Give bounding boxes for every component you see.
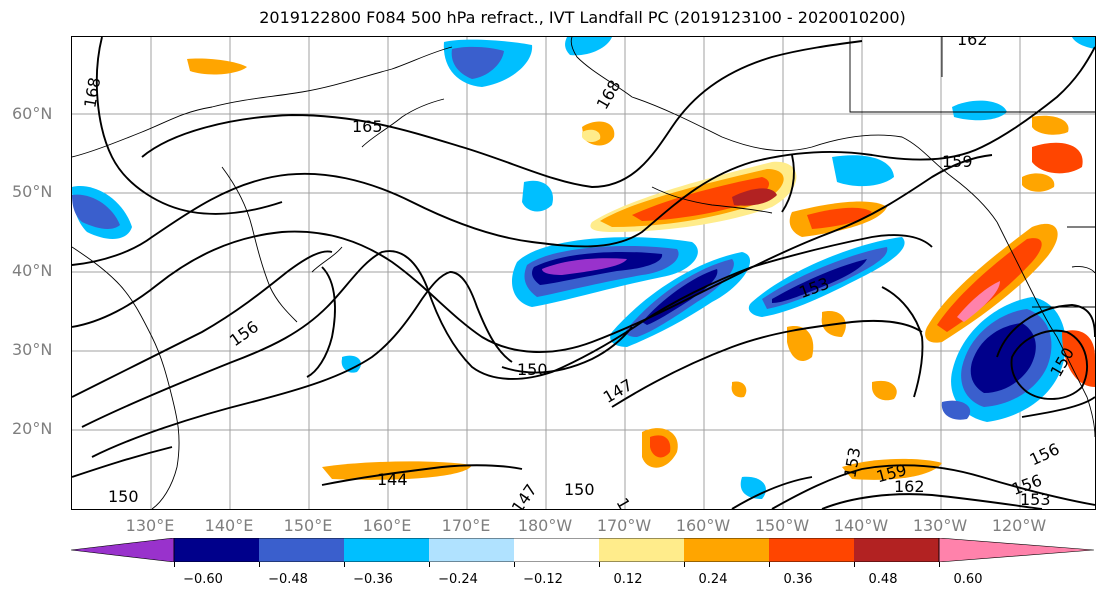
coast-japan: [221, 166, 298, 323]
contour-label: 162: [894, 477, 925, 496]
colorbar-bin: [344, 538, 429, 562]
lon-label-150w: 150°W: [754, 516, 810, 535]
lon-label-170e: 170°E: [441, 516, 491, 535]
colorbar-tick-label: −0.36: [353, 572, 393, 587]
colorbar-bin: [259, 538, 344, 562]
lon-label-160w: 160°W: [675, 516, 731, 535]
map-title: 2019122800 F084 500 hPa refract., IVT La…: [259, 8, 906, 27]
contour-coast-low: [1010, 329, 1088, 400]
coast-north-america: [996, 221, 1095, 438]
lon-label-140w: 140°W: [833, 516, 889, 535]
map-panel: 168 165 168 162 159 156 153 150 147 144 …: [71, 36, 1096, 510]
colorbar-tick-label: −0.60: [183, 572, 223, 587]
lat-label-40n: 40°N: [12, 261, 53, 280]
coast-kamchatka: [361, 98, 445, 148]
colorbar-bin: [684, 538, 769, 562]
contour-label: 147: [508, 481, 541, 509]
contour-label: 144: [612, 495, 644, 509]
colorbar-bin: [854, 538, 939, 562]
colorbar-bin: [174, 538, 259, 562]
lon-label-180w: 180°W: [517, 516, 573, 535]
colorbar-tick-label: 0.12: [613, 572, 643, 587]
coastlines: [72, 37, 1095, 509]
contour-label: 156: [1027, 439, 1063, 469]
colorbar-bin: [514, 538, 599, 562]
coast-alaska: [631, 96, 998, 223]
contour-south-east: [771, 464, 1095, 509]
contour-165: [141, 40, 863, 188]
contour-147: [611, 319, 923, 408]
contour-label: 168: [593, 77, 625, 113]
lon-label-140e: 140°E: [204, 516, 254, 535]
lat-label-60n: 60°N: [12, 104, 53, 123]
lon-label-150e: 150°E: [283, 516, 333, 535]
colorbar-bin: [429, 538, 514, 562]
coast-asia: [72, 46, 453, 158]
colorbar-high-extend: [938, 538, 1094, 562]
height-contours: [72, 37, 1095, 509]
contour-label: 150: [517, 360, 548, 379]
lat-label-30n: 30°N: [12, 340, 53, 359]
contour-162: [72, 46, 1095, 266]
lon-label-170w: 170°W: [596, 516, 652, 535]
contour-label: 150: [564, 480, 595, 499]
lat-label-20n: 20°N: [12, 419, 53, 438]
colorbar-bin: [769, 538, 854, 562]
contour-label: 153: [1020, 490, 1051, 509]
colorbar-tick-label: −0.48: [268, 572, 308, 587]
colorbar-tick-label: −0.12: [523, 572, 563, 587]
contour-144-south: [321, 464, 523, 486]
contour-156: [72, 250, 333, 398]
map-canvas: 168 165 168 162 159 156 153 150 147 144 …: [72, 37, 1095, 509]
anomaly-fills: [72, 37, 1095, 499]
colorbar-tick-label: 0.60: [953, 572, 983, 587]
contour-label: 144: [377, 470, 408, 489]
contour-label: 162: [957, 37, 988, 49]
lon-label-120w: 120°W: [991, 516, 1047, 535]
contour-153: [81, 234, 933, 428]
colorbar: [71, 538, 1094, 562]
colorbar-tick-label: 0.36: [783, 572, 813, 587]
contour-label: 147: [600, 375, 636, 407]
contour-label: 156: [226, 317, 262, 350]
contour-150: [91, 271, 513, 458]
contour-label: 159: [942, 152, 973, 171]
colorbar-tick-label: 0.24: [698, 572, 728, 587]
lon-label-130w: 130°W: [912, 516, 968, 535]
contour-159: [72, 154, 993, 353]
colorbar-bin: [599, 538, 684, 562]
lon-label-160e: 160°E: [362, 516, 412, 535]
contour-label: 150: [108, 487, 139, 506]
lon-label-130e: 130°E: [125, 516, 175, 535]
lat-label-50n: 50°N: [12, 182, 53, 201]
colorbar-low-extend: [71, 538, 175, 562]
contour-168: [95, 37, 283, 215]
colorbar-tick-label: 0.48: [868, 572, 898, 587]
contour-label: 165: [352, 117, 383, 136]
colorbar-tick-label: −0.24: [438, 572, 478, 587]
contour-label: 168: [80, 76, 104, 109]
